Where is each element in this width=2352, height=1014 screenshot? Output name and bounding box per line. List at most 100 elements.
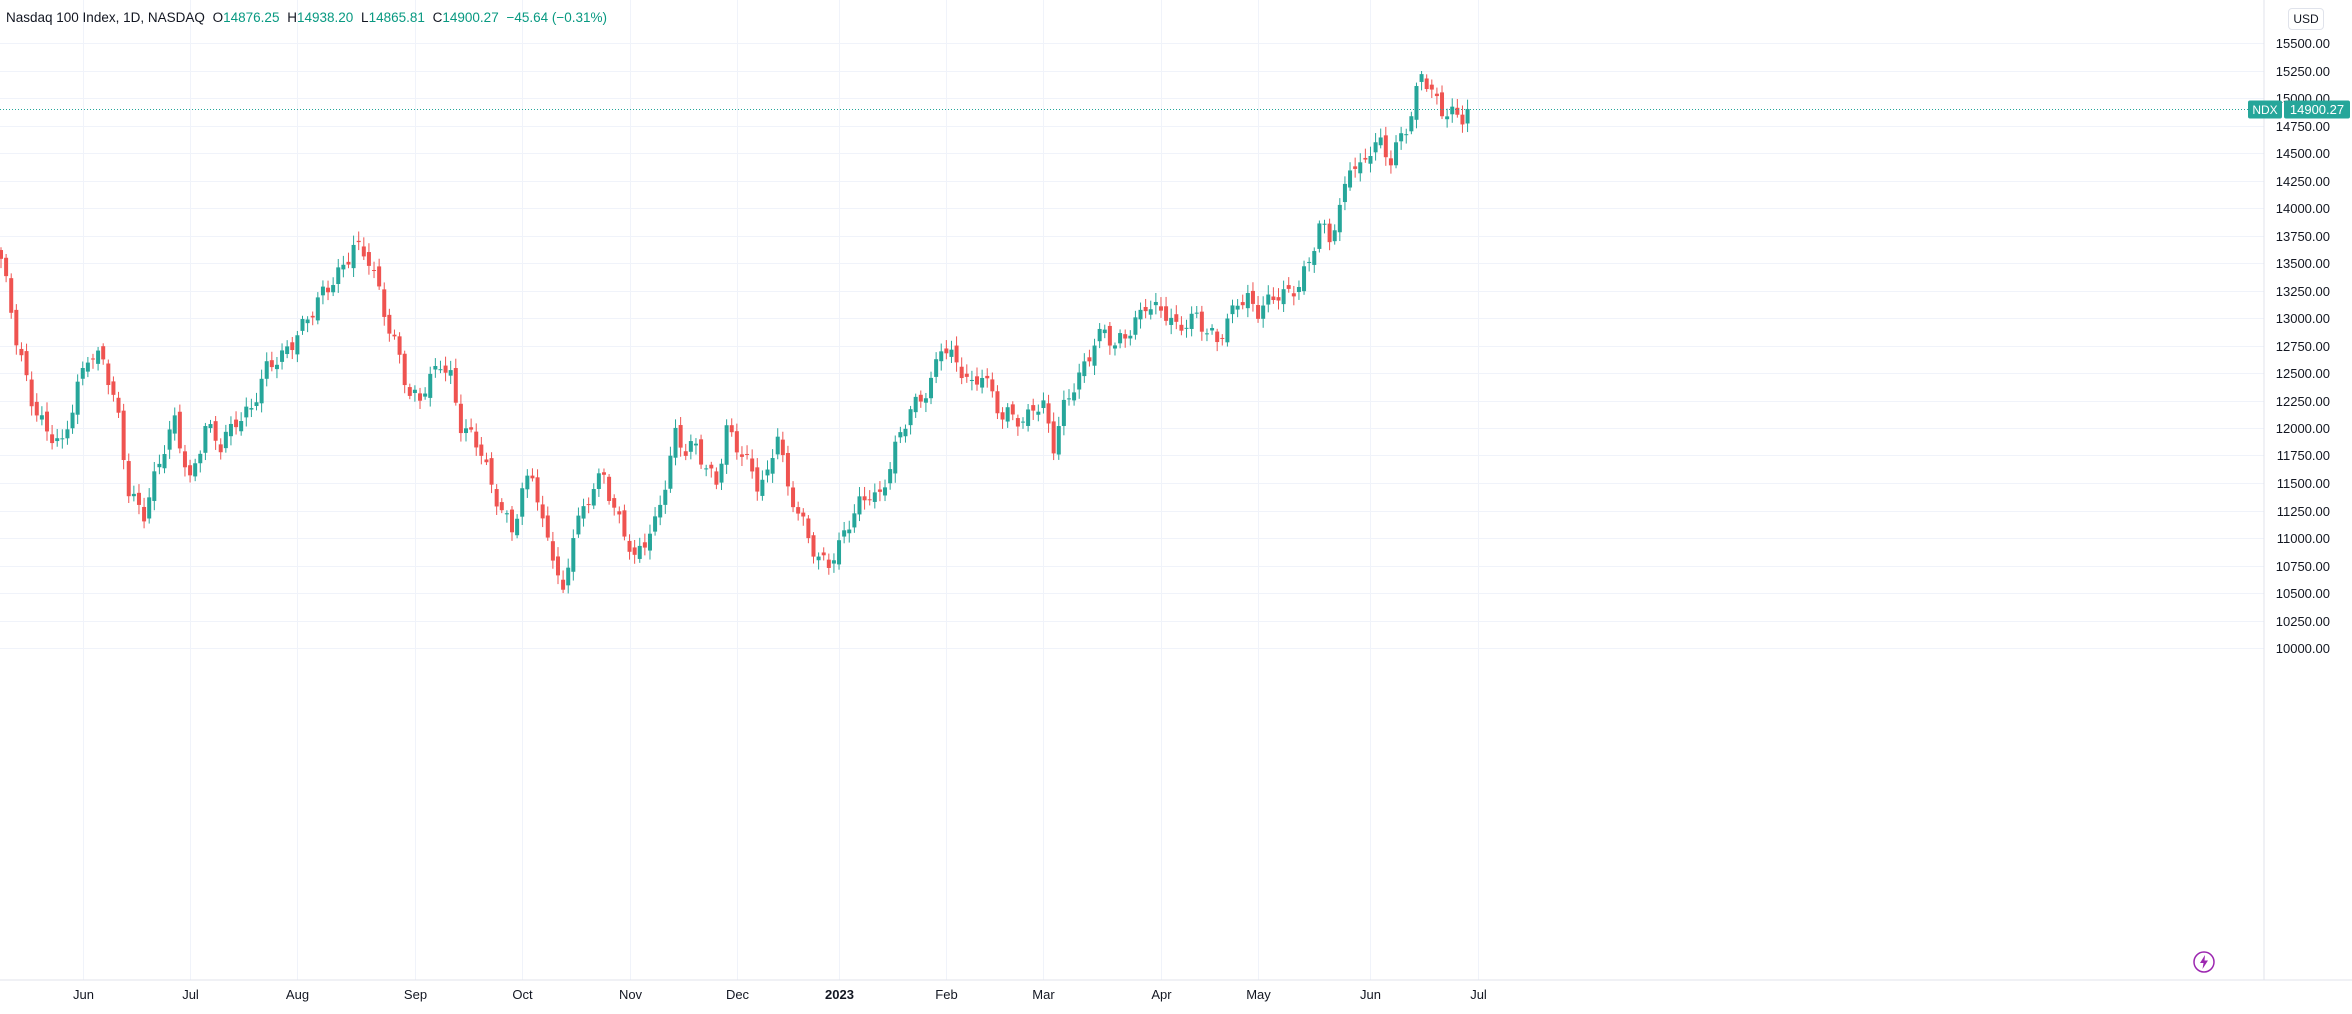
candle-body <box>0 250 3 259</box>
candle <box>423 387 428 400</box>
candle-body <box>908 409 913 426</box>
candle-body <box>14 309 19 346</box>
candle <box>1363 148 1368 163</box>
candle-body <box>1266 294 1271 305</box>
candle <box>479 436 484 465</box>
candle-body <box>688 441 693 452</box>
candle-body <box>1056 426 1061 455</box>
time-tick-label: 2023 <box>825 987 854 1002</box>
candle-body <box>50 434 55 444</box>
candle-body <box>1388 158 1393 166</box>
price-tick-label: 13500.00 <box>2276 256 2330 271</box>
candle-body <box>152 471 157 501</box>
candle <box>852 504 857 533</box>
candle <box>990 372 995 398</box>
candle-body <box>1112 345 1117 349</box>
candle-body <box>234 419 239 428</box>
currency-button[interactable]: USD <box>2288 8 2324 30</box>
candle-body <box>1143 306 1148 312</box>
time-axis[interactable]: Jun Jul Aug Sep Oct Nov Dec 2023 Feb Mar Apr May Jun… <box>73 987 1487 1002</box>
candle-body <box>1031 405 1036 411</box>
candle <box>1102 324 1107 339</box>
candle <box>142 497 147 529</box>
candle <box>1440 85 1445 120</box>
ticker-tag-bg <box>2248 100 2282 119</box>
legend-low: 14865.81 <box>368 10 425 25</box>
candle <box>1051 412 1056 461</box>
candle <box>182 444 187 477</box>
candle-body <box>1128 335 1133 339</box>
candle-body <box>1210 327 1215 331</box>
candle-body <box>1245 293 1250 309</box>
lightning-icon[interactable] <box>2192 950 2216 974</box>
candle <box>121 403 126 470</box>
candle-body <box>1404 134 1409 136</box>
candle <box>55 428 60 447</box>
candle <box>331 277 336 297</box>
candle-body <box>1358 162 1363 174</box>
candle-body <box>918 394 923 402</box>
candle <box>346 252 351 269</box>
candle-body <box>1399 133 1404 142</box>
price-axis[interactable]: 15500.0015250.0015000.0014750.0014500.00… <box>2276 36 2330 656</box>
candle-body <box>663 489 668 505</box>
candle-body <box>1394 142 1399 166</box>
candle-body <box>142 506 147 522</box>
candle <box>464 419 469 442</box>
candle-body <box>474 431 479 448</box>
candle-body <box>121 410 126 461</box>
candle <box>351 235 356 277</box>
candle <box>1322 219 1327 234</box>
candle-body <box>60 438 65 440</box>
candle-body <box>525 475 530 490</box>
time-tick-label: Mar <box>1032 987 1055 1002</box>
candle <box>724 419 729 474</box>
price-tag-label: 14900.27 <box>2290 102 2344 117</box>
candle <box>954 336 959 372</box>
legend-change: −45.64 (−0.31%) <box>506 10 608 25</box>
time-tick-label: Nov <box>619 987 643 1002</box>
candle <box>504 510 509 523</box>
candle-body <box>438 369 443 371</box>
candle-body <box>1051 421 1056 454</box>
candle-body <box>1184 327 1189 329</box>
price-tick-label: 10250.00 <box>2276 614 2330 629</box>
time-tick-label: Sep <box>404 987 427 1002</box>
candle <box>1399 126 1404 150</box>
candle-body <box>70 412 75 429</box>
candle <box>555 547 560 585</box>
candle-body <box>464 428 469 434</box>
candle-body <box>1302 266 1307 292</box>
candle-body <box>479 444 484 456</box>
candle <box>857 487 862 522</box>
candle-body <box>1256 305 1261 319</box>
candle-body <box>1158 306 1163 311</box>
candle-body <box>934 359 939 377</box>
candle-body <box>1015 418 1020 427</box>
candle <box>1394 135 1399 169</box>
candle-body <box>1271 296 1276 301</box>
candle-body <box>504 513 509 515</box>
candle <box>295 330 300 363</box>
candle-body <box>1123 334 1128 339</box>
candle-body <box>837 540 842 565</box>
candle-body <box>555 556 560 576</box>
candle <box>70 404 75 434</box>
candle-body <box>182 451 187 468</box>
candle-body <box>842 530 847 537</box>
candle <box>1388 150 1393 174</box>
candle <box>1434 87 1439 105</box>
candle-body <box>571 538 576 572</box>
price-tick-label: 15250.00 <box>2276 64 2330 79</box>
time-tick-label: Jun <box>73 987 94 1002</box>
candle-body <box>709 464 714 469</box>
candle <box>1429 79 1434 99</box>
candle <box>1174 305 1179 330</box>
candle <box>1128 330 1133 346</box>
candle <box>796 501 801 521</box>
candle <box>1302 260 1307 295</box>
candle-body <box>668 455 673 489</box>
candle <box>285 340 290 359</box>
candle-body <box>785 453 790 487</box>
